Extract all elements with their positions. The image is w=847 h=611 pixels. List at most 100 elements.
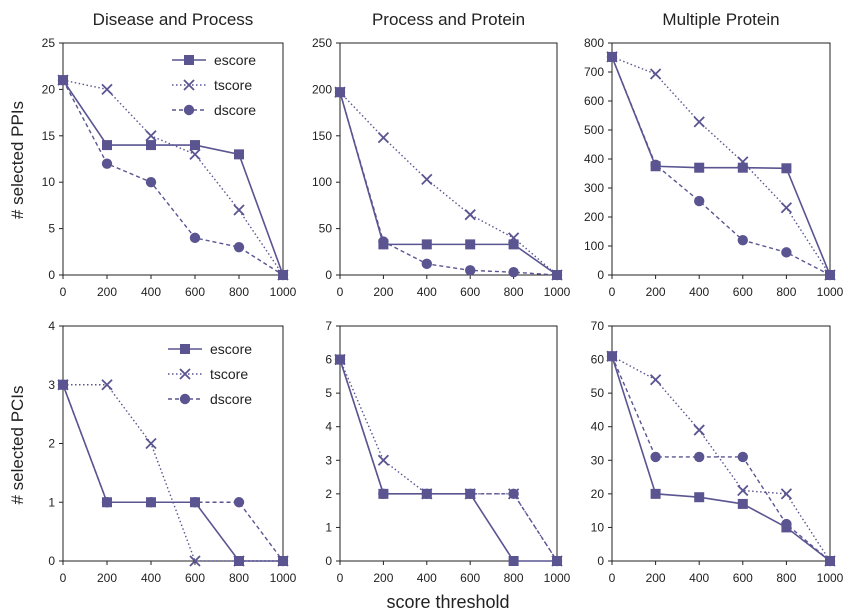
series-line-tscore bbox=[339, 359, 558, 562]
x-tick-label: 0 bbox=[337, 571, 344, 585]
x-tick-label: 0 bbox=[337, 285, 344, 299]
data-point-escore bbox=[694, 162, 705, 173]
data-point-tscore bbox=[189, 555, 201, 567]
y-tick-label: 5 bbox=[325, 386, 332, 400]
data-point-tscore bbox=[377, 132, 390, 144]
y-tick-label: 50 bbox=[319, 222, 333, 236]
panel-1-1: 0 1 2 3 4 5 6 7 0 200 400 600 800 1000 bbox=[325, 319, 570, 585]
x-tick-label: 400 bbox=[141, 571, 161, 585]
y-tick-label: 100 bbox=[312, 175, 332, 189]
legend-label-dscore: dscore bbox=[210, 391, 252, 407]
series-line-tscore bbox=[62, 79, 284, 276]
y-tick-label: 5 bbox=[48, 222, 55, 236]
data-point-dscore bbox=[824, 555, 836, 567]
legend: escore tscore dscore bbox=[172, 52, 256, 118]
data-point-escore bbox=[421, 239, 432, 250]
x-tick-label: 1000 bbox=[544, 571, 571, 585]
legend-marker-dscore bbox=[179, 393, 191, 405]
y-tick-label: 600 bbox=[584, 94, 604, 108]
y-tick-label: 4 bbox=[325, 420, 332, 434]
x-tick-label: 0 bbox=[609, 285, 616, 299]
y-tick-label: 25 bbox=[42, 36, 56, 50]
data-point-escore bbox=[465, 239, 476, 250]
data-point-dscore bbox=[421, 488, 432, 500]
data-point-tscore bbox=[737, 156, 749, 168]
data-point-dscore bbox=[277, 555, 289, 567]
x-tick-label: 1000 bbox=[544, 285, 571, 299]
data-point-escore bbox=[508, 239, 519, 250]
y-axis-label-ppis: # selected PPIs bbox=[8, 101, 27, 219]
y-tick-label: 150 bbox=[312, 129, 332, 143]
x-axis-label: score threshold bbox=[386, 592, 509, 611]
y-tick-label: 10 bbox=[591, 520, 605, 534]
legend-marker-tscore bbox=[179, 368, 191, 380]
x-tick-label: 600 bbox=[185, 285, 205, 299]
y-tick-label: 0 bbox=[48, 268, 55, 282]
y-tick-label: 250 bbox=[312, 36, 332, 50]
data-point-tscore bbox=[780, 488, 793, 500]
data-point-tscore bbox=[649, 68, 662, 80]
data-point-tscore bbox=[145, 130, 157, 142]
data-point-dscore bbox=[334, 354, 346, 365]
plot-frame bbox=[339, 325, 558, 562]
y-tick-label: 3 bbox=[325, 453, 332, 467]
plot-frame bbox=[611, 325, 831, 562]
y-tick-label: 40 bbox=[591, 420, 605, 434]
legend-label-tscore: tscore bbox=[214, 77, 252, 93]
data-point-dscore bbox=[189, 232, 201, 244]
x-tick-label: 600 bbox=[733, 571, 753, 585]
x-tick-label: 200 bbox=[646, 285, 666, 299]
data-point-dscore bbox=[57, 379, 69, 390]
data-point-dscore bbox=[606, 351, 618, 362]
x-tick-label: 200 bbox=[373, 285, 393, 299]
data-point-dscore bbox=[551, 555, 563, 567]
x-tick-label: 1000 bbox=[817, 571, 844, 585]
legend-marker-escore bbox=[184, 55, 194, 65]
chart-title: Disease and Process bbox=[93, 10, 254, 29]
data-point-tscore bbox=[649, 374, 662, 386]
data-point-tscore bbox=[101, 379, 113, 391]
data-point-escore bbox=[650, 488, 661, 499]
data-point-dscore bbox=[101, 497, 113, 508]
data-point-dscore bbox=[737, 235, 748, 246]
y-tick-label: 200 bbox=[584, 210, 604, 224]
y-tick-label: 30 bbox=[591, 453, 605, 467]
data-point-dscore bbox=[650, 159, 661, 170]
series-line-tscore bbox=[339, 91, 558, 276]
legend-label-dscore: dscore bbox=[214, 102, 256, 118]
data-point-dscore bbox=[508, 267, 519, 278]
series-line-escore bbox=[339, 91, 558, 276]
data-point-dscore bbox=[781, 247, 792, 258]
y-tick-label: 0 bbox=[597, 554, 604, 568]
y-tick-label: 6 bbox=[325, 353, 332, 367]
data-point-tscore bbox=[101, 83, 113, 96]
x-tick-label: 1000 bbox=[817, 285, 844, 299]
data-point-escore bbox=[508, 556, 519, 566]
y-tick-label: 2 bbox=[48, 437, 55, 451]
x-tick-label: 800 bbox=[229, 285, 249, 299]
x-tick-label: 0 bbox=[609, 571, 616, 585]
x-tick-label: 400 bbox=[689, 285, 709, 299]
legend-label-escore: escore bbox=[214, 52, 256, 68]
y-tick-label: 400 bbox=[584, 152, 604, 166]
data-point-dscore bbox=[737, 451, 748, 463]
x-tick-label: 1000 bbox=[270, 285, 297, 299]
data-point-tscore bbox=[233, 555, 245, 567]
y-tick-label: 15 bbox=[42, 129, 56, 143]
data-point-dscore bbox=[57, 74, 69, 86]
x-tick-label: 200 bbox=[373, 571, 393, 585]
data-point-tscore bbox=[737, 484, 749, 497]
x-tick-label: 200 bbox=[646, 571, 666, 585]
series-line-escore bbox=[611, 56, 831, 276]
data-point-tscore bbox=[421, 173, 433, 186]
data-point-dscore bbox=[334, 86, 346, 98]
plot-frame bbox=[611, 42, 831, 276]
series-line-dscore bbox=[62, 79, 284, 276]
data-point-tscore bbox=[145, 437, 157, 450]
data-point-dscore bbox=[781, 518, 792, 530]
panel-0-0: Disease and Process 0 5 10 15 20 25 0 200 400 600 8… bbox=[42, 10, 297, 299]
data-point-escore bbox=[737, 498, 748, 509]
panel-1-2: 0 10 20 30 40 50 60 70 0 200 400 600 800 1000 bbox=[591, 319, 844, 585]
y-axis-label-pcis: # selected PCIs bbox=[8, 385, 27, 504]
data-point-dscore bbox=[145, 497, 157, 508]
